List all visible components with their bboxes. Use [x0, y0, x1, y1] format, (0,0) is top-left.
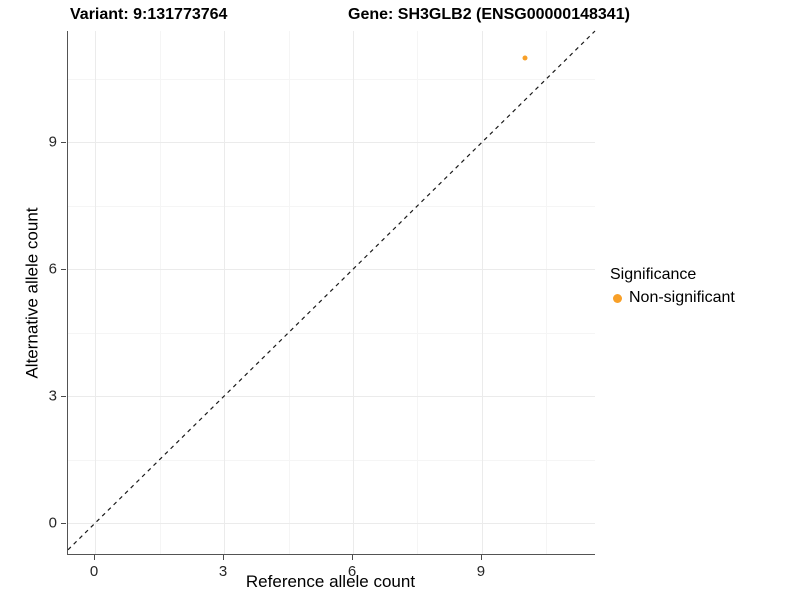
- x-tick-label: 3: [218, 563, 228, 580]
- plot-panel: [67, 30, 596, 555]
- x-tick-label: 6: [347, 563, 357, 580]
- x-axis-title: Reference allele count: [245, 572, 416, 591]
- y-tick-mark: [61, 396, 66, 398]
- point-layer: [68, 31, 595, 554]
- x-minor-gridline: [159, 31, 161, 554]
- y-tick-label: 0: [48, 514, 57, 532]
- y-tick-label: 6: [48, 260, 57, 278]
- data-point: [522, 55, 528, 61]
- x-major-gridline: [352, 31, 354, 554]
- legend-title: Significance: [610, 266, 697, 283]
- y-major-gridline: [68, 142, 595, 144]
- y-tick-mark: [61, 523, 66, 525]
- x-tick-mark: [351, 555, 353, 560]
- x-tick-label: 0: [89, 563, 99, 580]
- y-tick-label: 3: [48, 387, 57, 405]
- x-tick-mark: [480, 555, 482, 560]
- legend-point-icon: [613, 293, 622, 303]
- y-minor-gridline: [68, 459, 595, 461]
- legend-item-non-significant: Non-significant: [610, 289, 735, 307]
- x-minor-gridline: [546, 31, 548, 554]
- y-tick-label: 9: [48, 133, 57, 151]
- x-tick-label: 9: [476, 563, 486, 580]
- y-major-gridline: [68, 269, 595, 271]
- identity-line: [67, 30, 596, 551]
- plot-title-variant: Variant: 9:131773764: [70, 6, 228, 23]
- y-tick-mark: [61, 142, 66, 144]
- y-major-gridline: [68, 523, 595, 525]
- x-major-gridline: [95, 31, 97, 554]
- x-minor-gridline: [417, 31, 419, 554]
- y-minor-gridline: [68, 78, 595, 80]
- x-tick-mark: [223, 555, 225, 560]
- y-major-gridline: [68, 396, 595, 398]
- y-minor-gridline: [68, 205, 595, 207]
- y-axis-title: Alternative allele count: [22, 207, 42, 379]
- plot-title-gene: Gene: SH3GLB2 (ENSG00000148341): [348, 6, 630, 23]
- y-tick-mark: [61, 269, 66, 271]
- x-major-gridline: [224, 31, 226, 554]
- y-minor-gridline: [68, 332, 595, 334]
- x-tick-mark: [94, 555, 96, 560]
- x-major-gridline: [481, 31, 483, 554]
- legend: Significance Non-significant: [610, 266, 735, 307]
- x-minor-gridline: [288, 31, 290, 554]
- legend-item-label: Non-significant: [629, 289, 735, 306]
